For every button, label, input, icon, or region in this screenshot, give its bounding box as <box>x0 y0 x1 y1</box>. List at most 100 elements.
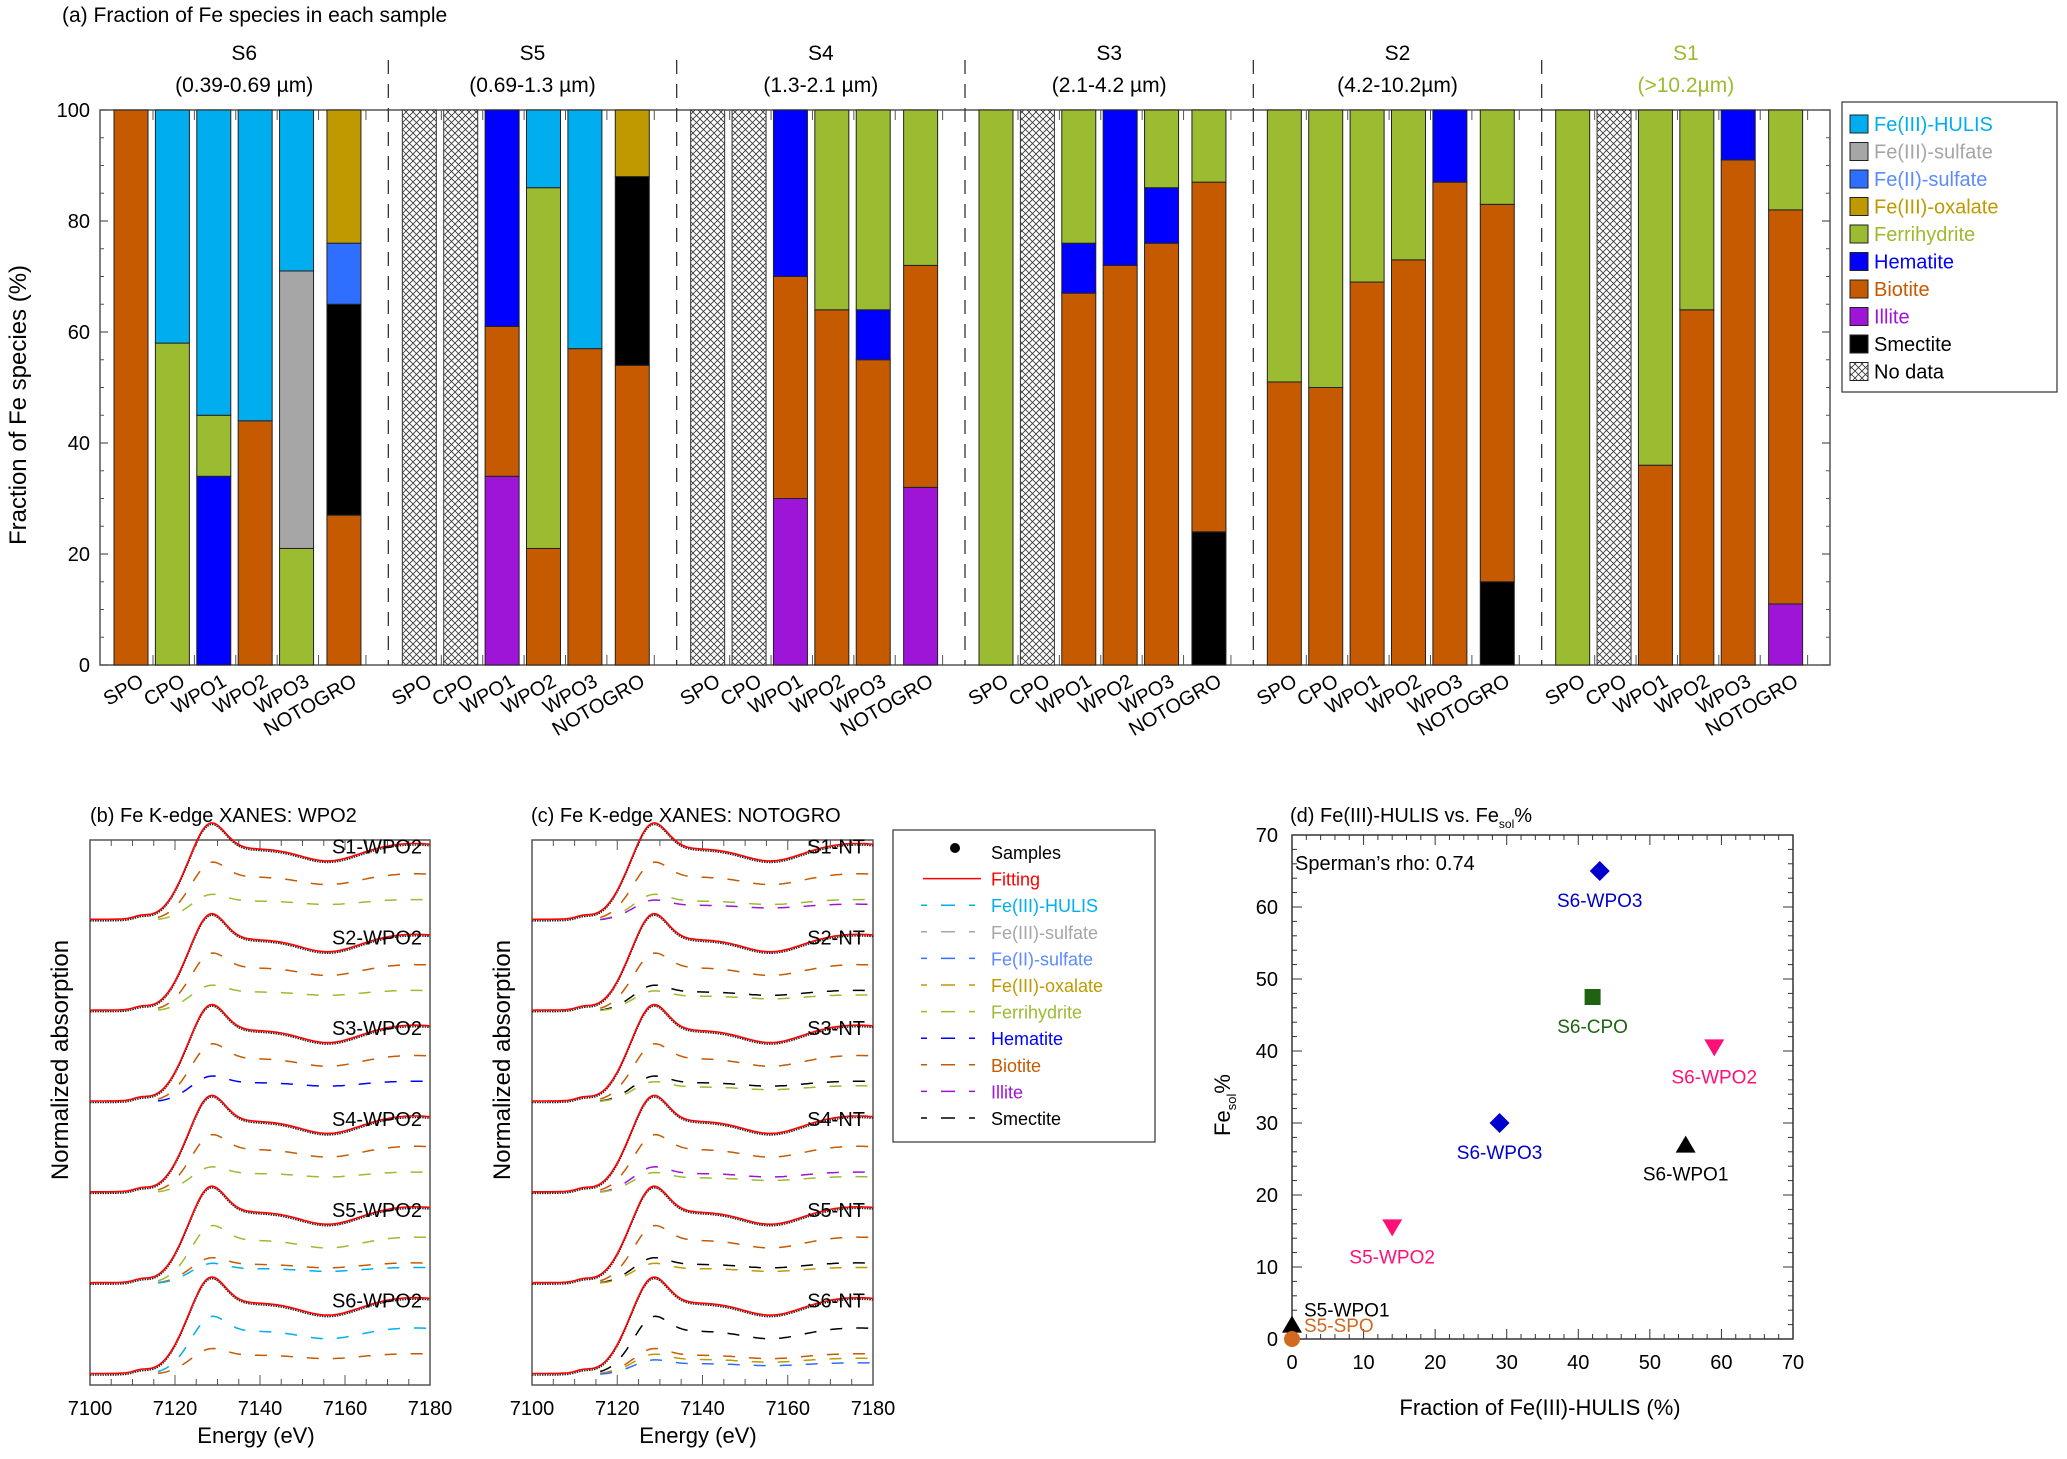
spectrum-label: S2-WPO2 <box>332 927 422 949</box>
bar-s2-cpo <box>1308 109 1344 666</box>
group-range-s3: (2.1-4.2 µm) <box>1052 74 1167 97</box>
spectrum-label: S3-WPO2 <box>332 1018 422 1040</box>
segment-no-data <box>1596 109 1632 666</box>
segment-ferrihydrite <box>1308 109 1344 388</box>
panel-d-annotation: Sperman’s rho: 0.74 <box>1295 853 1475 875</box>
legend-item-fe-iii-hulis: Fe(III)-HULIS <box>1849 114 1993 136</box>
legend-label: Smectite <box>991 1109 1061 1129</box>
point-s5-wpo1: S5-WPO1 <box>1282 1301 1390 1333</box>
x-tick-label: 7140 <box>238 1398 283 1420</box>
legend-marker <box>950 843 960 853</box>
bar-s4-cpo <box>731 109 767 666</box>
bar-s6-spo <box>113 109 149 666</box>
segment-biotite <box>484 325 520 477</box>
sample-data-line <box>532 1096 874 1195</box>
component-fe-iii-hulis <box>157 1315 431 1373</box>
point-label: S5-SPO <box>1304 1316 1374 1337</box>
spectrum-s4-nt: S4-NT <box>532 1094 874 1195</box>
segment-biotite <box>1308 387 1344 666</box>
legend-label: Fe(III)-HULIS <box>991 896 1098 916</box>
plot-frame <box>1291 834 1794 1340</box>
segment-biotite <box>1266 381 1302 666</box>
bar-s6-notogro <box>326 109 362 666</box>
bar-s1-cpo <box>1596 109 1632 666</box>
panel-b-ylabel: Normalized absorption <box>47 940 74 1180</box>
point-s5-spo: S5-SPO <box>1284 1316 1374 1347</box>
segment-ferrihydrite <box>1637 109 1673 466</box>
group-name-s2: S2 <box>1385 42 1411 65</box>
segment-hematite <box>1720 109 1756 161</box>
fitting-line <box>90 1094 431 1193</box>
legend-label: Illite <box>1874 307 1910 329</box>
segment-fe-iii-oxalate <box>326 109 362 244</box>
spectrum-label: S2-NT <box>807 927 865 949</box>
legend-item-illite: Illite <box>921 1082 1023 1102</box>
legend-item-fe-iii-oxalate: Fe(III)-oxalate <box>921 976 1103 996</box>
segment-ferrihydrite <box>1391 109 1426 261</box>
legend-item-fe-iii-oxalate: Fe(III)-oxalate <box>1849 197 1998 219</box>
panel-b-title: (b) Fe K-edge XANES: WPO2 <box>90 805 357 827</box>
y-tick-label: 60 <box>68 322 90 344</box>
component-fe-iii-hulis <box>157 1262 430 1284</box>
legend-swatch <box>1849 169 1869 189</box>
component-ferrihydrite <box>157 893 431 921</box>
segment-illite <box>772 498 808 666</box>
segment-hematite <box>1144 187 1180 244</box>
legend-swatch <box>1849 252 1869 271</box>
bar-s1-notogro <box>1768 109 1804 666</box>
segment-smectite <box>326 303 362 516</box>
group-range-s6: (0.39-0.69 µm) <box>175 74 313 97</box>
legend-label: Hematite <box>1874 252 1954 274</box>
legend-label: Fitting <box>991 870 1040 890</box>
legend-item-smectite: Smectite <box>921 1109 1061 1129</box>
marker-diamond <box>1489 1113 1510 1133</box>
bar-s5-cpo <box>443 109 479 666</box>
marker-triangle-down <box>1704 1039 1725 1057</box>
spectrum-label: S5-NT <box>807 1200 865 1222</box>
bar-s4-wpo2 <box>814 109 850 666</box>
spectrum-s6-nt: S6-NT <box>532 1276 874 1376</box>
segment-smectite <box>1479 581 1515 666</box>
point-label: S6-WPO2 <box>1672 1067 1758 1088</box>
spectrum-s4-wpo2: S4-WPO2 <box>90 1094 431 1195</box>
spectrum-s5-wpo2: S5-WPO2 <box>90 1185 431 1285</box>
spectrum-s2-nt: S2-NT <box>532 912 874 1013</box>
point-label: S5-WPO1 <box>1304 1301 1390 1322</box>
segment-ferrihydrite <box>1266 109 1302 383</box>
legend-label: Hematite <box>991 1029 1063 1049</box>
point-s6-wpo3: S6-WPO3 <box>1557 861 1643 912</box>
group-name-s4: S4 <box>808 42 834 65</box>
segment-no-data <box>401 109 437 666</box>
component-smectite <box>600 1256 873 1284</box>
bar-s5-notogro <box>614 109 650 666</box>
x-tick-label: 30 <box>1496 1352 1518 1374</box>
component-ferrihydrite <box>157 984 430 1011</box>
component-biotite <box>157 861 431 919</box>
bar-s3-notogro <box>1191 109 1227 666</box>
x-tick-label: SPO <box>1253 670 1301 710</box>
x-tick-label: 70 <box>1782 1352 1804 1374</box>
x-tick-label: 0 <box>1286 1352 1297 1374</box>
segment-fe-iii-hulis <box>279 109 315 272</box>
sample-data-line <box>532 1005 874 1104</box>
point-s6-wpo3: S6-WPO3 <box>1457 1113 1542 1164</box>
fitting-line <box>90 1276 431 1375</box>
fitting-line <box>532 1185 874 1284</box>
y-tick-label: 100 <box>57 100 90 122</box>
legend-label: Biotite <box>991 1056 1041 1076</box>
segment-biotite <box>1391 259 1426 666</box>
x-tick-label: 50 <box>1639 1352 1661 1374</box>
sample-data-line <box>90 823 431 922</box>
component-biotite <box>599 952 874 1009</box>
component-biotite <box>599 1133 874 1191</box>
spectrum-s2-wpo2: S2-WPO2 <box>90 912 431 1013</box>
panel-d-ylabel: Fesol% <box>1210 1074 1239 1136</box>
component-biotite <box>599 1224 874 1282</box>
panel-c-xanes-notogro: (c) Fe K-edge XANES: NOTOGRO Normalized … <box>489 805 1156 1448</box>
segment-ferrihydrite <box>1479 109 1515 205</box>
legend-label: Samples <box>991 843 1061 863</box>
marker-square <box>1584 989 1601 1005</box>
component-hematite <box>157 1075 431 1102</box>
group-range-s4: (1.3-2.1 µm) <box>763 74 878 97</box>
legend-item-illite: Illite <box>1849 307 1910 329</box>
